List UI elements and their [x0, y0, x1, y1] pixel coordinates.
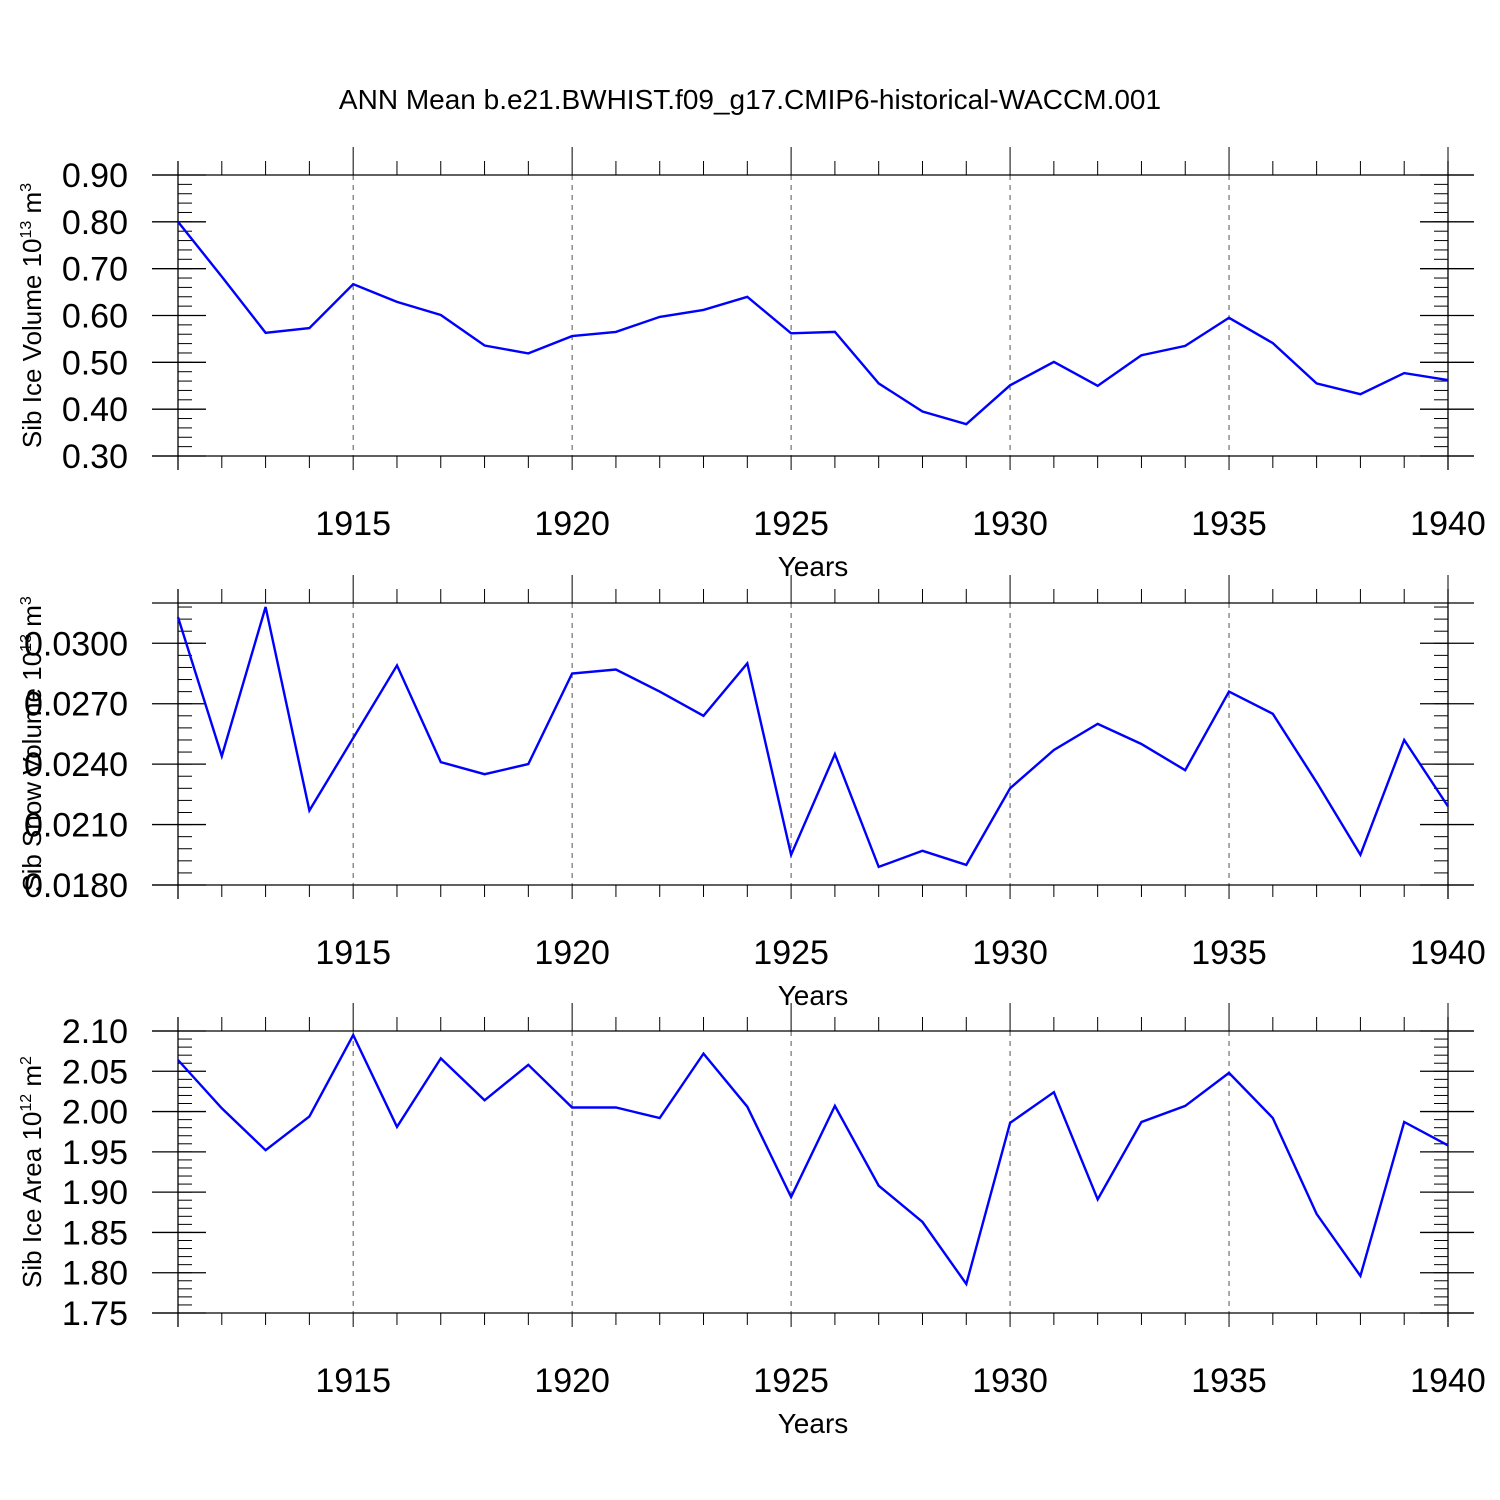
x-axis-label: Years — [778, 1408, 849, 1439]
y-tick-label: 2.00 — [62, 1094, 128, 1132]
y-tick-label: 0.0210 — [24, 807, 128, 845]
x-tick-label: 1925 — [753, 1362, 829, 1400]
x-tick-label: 1930 — [972, 934, 1048, 972]
ice-volume-panel: 1915 1920 1925 1930 1935 1940 Years 0.90 0.80 0.7… — [17, 147, 1486, 582]
x-tick-label: 1920 — [534, 1362, 610, 1400]
y-tick-label: 0.80 — [62, 204, 128, 242]
y-tick-label: 0.60 — [62, 298, 128, 336]
series-line — [176, 606, 1450, 869]
x-tick-label: 1915 — [315, 505, 391, 543]
y-tick-label: 0.90 — [62, 157, 128, 195]
x-tick-label: 1930 — [972, 1362, 1048, 1400]
x-tick-label: 1915 — [315, 934, 391, 972]
ice-area-panel: 1915 1920 1925 1930 1935 1940 Years 2.102.052.0… — [17, 1003, 1486, 1439]
x-tick-label: 1935 — [1191, 1362, 1267, 1400]
y-tick-label: 1.80 — [62, 1255, 128, 1293]
y-axis-label: Sib Snow Volume 1013 m3 — [17, 596, 47, 892]
page-title: ANN Mean b.e21.BWHIST.f09_g17.CMIP6-hist… — [338, 84, 1162, 115]
series-line — [177, 1032, 1449, 1287]
y-tick-label: 2.10 — [62, 1013, 128, 1051]
x-tick-label: 1930 — [972, 505, 1048, 543]
y-tick-label: 0.0180 — [24, 867, 128, 905]
y-tick-label: 0.40 — [62, 391, 128, 429]
x-axis-label: Years — [778, 980, 849, 1011]
y-tick-label: 0.30 — [62, 438, 128, 476]
series-line — [177, 221, 1449, 426]
x-tick-label: 1920 — [534, 934, 610, 972]
y-tick-label: 0.50 — [62, 344, 128, 382]
y-tick-label: 2.05 — [62, 1053, 128, 1091]
y-axis-label: Sib Ice Volume 1013 m3 — [17, 183, 47, 448]
y-tick-label: 0.0300 — [24, 625, 128, 663]
y-tick-label: 1.95 — [62, 1134, 128, 1172]
y-tick-label: 0.0270 — [24, 686, 128, 724]
y-tick-label: 1.75 — [62, 1295, 128, 1333]
y-tick-label: 1.90 — [62, 1174, 128, 1212]
snow-volume-panel: 1915 1920 1925 1930 1935 1940 Years 0.0300 0.027… — [17, 575, 1486, 1011]
x-tick-label: 1940 — [1410, 934, 1486, 972]
x-tick-label: 1940 — [1410, 1362, 1486, 1400]
x-tick-label: 1925 — [753, 934, 829, 972]
x-tick-label: 1925 — [753, 505, 829, 543]
y-tick-label: 0.0240 — [24, 746, 128, 784]
x-tick-label: 1940 — [1410, 505, 1486, 543]
y-axis-label: Sib Ice Area 1012 m2 — [17, 1056, 47, 1288]
x-tick-label: 1935 — [1191, 934, 1267, 972]
y-tick-label: 0.70 — [62, 251, 128, 289]
x-tick-label: 1935 — [1191, 505, 1267, 543]
x-tick-label: 1920 — [534, 505, 610, 543]
y-tick-label: 1.85 — [62, 1214, 128, 1252]
x-axis-label: Years — [778, 551, 849, 582]
x-tick-label: 1915 — [315, 1362, 391, 1400]
